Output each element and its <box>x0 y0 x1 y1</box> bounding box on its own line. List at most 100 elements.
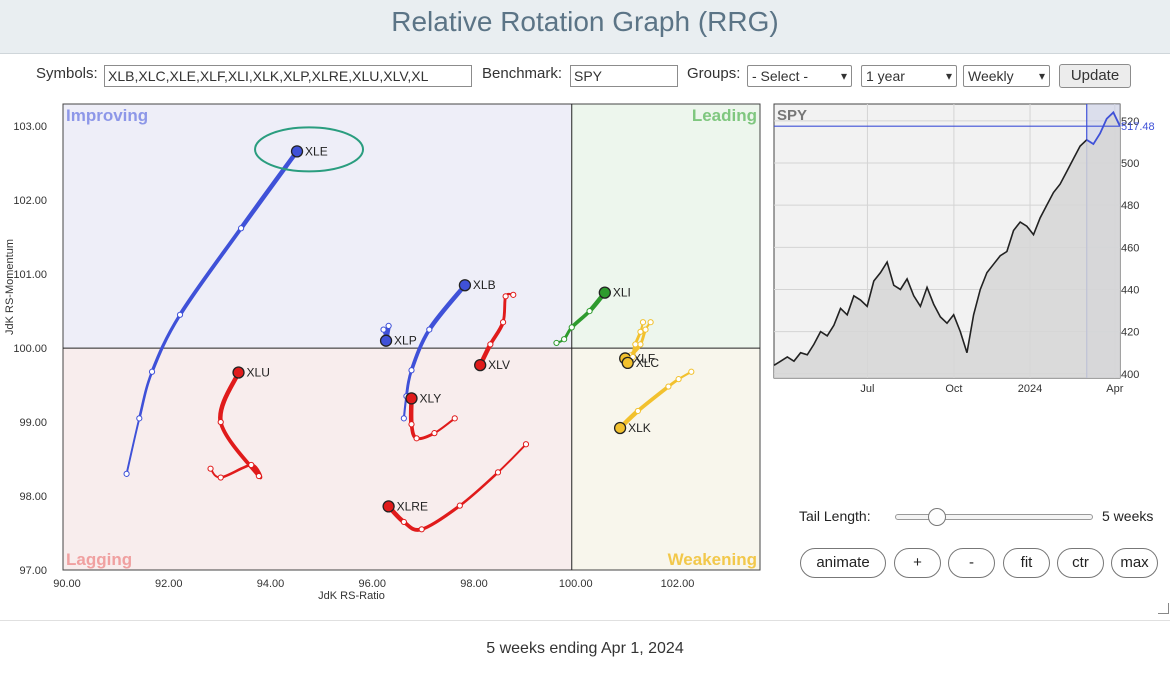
head-point-xlc <box>622 357 633 368</box>
slider-thumb[interactable] <box>928 508 946 526</box>
title-bar: Relative Rotation Graph (RRG) <box>0 0 1170 54</box>
spy-y-tick-label: 500 <box>1121 158 1139 170</box>
y-tick-label: 98.00 <box>19 491 47 503</box>
tail-point <box>569 325 574 330</box>
tail-point <box>503 294 508 299</box>
spy-y-tick-label: 440 <box>1121 284 1139 296</box>
tail-point <box>218 419 223 424</box>
x-tick-label: 94.00 <box>257 578 285 590</box>
period-select[interactable]: 1 year▾ <box>861 65 957 87</box>
tail-length-slider[interactable] <box>895 511 1093 523</box>
tail-point <box>401 519 406 524</box>
head-point-xlre <box>383 501 394 512</box>
spy-y-tick-label: 420 <box>1121 327 1139 339</box>
label-xlb: XLB <box>473 278 496 292</box>
tail-point <box>427 327 432 332</box>
quadrant-leading <box>572 104 760 348</box>
y-tick-label: 103.00 <box>13 121 47 133</box>
quadrant-label-weakening: Weakening <box>668 550 757 569</box>
head-point-xly <box>406 393 417 404</box>
x-tick-label: 92.00 <box>155 578 183 590</box>
tail-point <box>587 309 592 314</box>
tail-point <box>554 340 559 345</box>
update-button[interactable]: Update <box>1059 64 1131 88</box>
x-tick-label: 98.00 <box>460 578 488 590</box>
tail-point <box>452 416 457 421</box>
spy-y-tick-label: 480 <box>1121 200 1139 212</box>
quadrant-label-leading: Leading <box>692 106 757 125</box>
tail-point <box>238 226 243 231</box>
tail-point <box>381 327 386 332</box>
tail-point <box>457 503 462 508</box>
label-xlu: XLU <box>247 366 270 380</box>
rrg-chart[interactable]: Improving Leading Weakening Lagging 90.00 92.… <box>0 92 770 612</box>
tail-point <box>635 408 640 413</box>
fit-button[interactable]: fit <box>1003 548 1050 578</box>
tail-point <box>124 471 129 476</box>
quadrant-improving <box>63 104 572 348</box>
benchmark-label: Benchmark: <box>482 65 562 82</box>
groups-select[interactable]: - Select -▾ <box>747 65 852 87</box>
tail-point <box>666 384 671 389</box>
x-tick-label: 90.00 <box>53 578 81 590</box>
label-xlk: XLK <box>628 421 651 435</box>
label-xlre: XLRE <box>397 499 428 513</box>
head-point-xlp <box>381 335 392 346</box>
spy-y-tick-label: 460 <box>1121 242 1139 254</box>
chevron-down-icon: ▾ <box>841 66 847 86</box>
head-point-xlk <box>615 422 626 433</box>
spy-x-tick-label: Oct <box>945 383 962 395</box>
tail-point <box>137 416 142 421</box>
tail-point <box>638 329 643 334</box>
center-button[interactable]: ctr <box>1057 548 1104 578</box>
tail-point <box>401 416 406 421</box>
spy-x-tick-label: Apr <box>1106 383 1123 395</box>
head-point-xlu <box>233 367 244 378</box>
footer-caption: 5 weeks ending Apr 1, 2024 <box>0 621 1170 677</box>
tail-point <box>488 342 493 347</box>
spy-x-tick-label: 2024 <box>1018 383 1042 395</box>
tail-length-value: 5 weeks <box>1102 508 1153 524</box>
tail-point <box>414 436 419 441</box>
groups-label: Groups: <box>687 65 740 82</box>
tail-point <box>256 473 261 478</box>
label-xlc: XLC <box>636 356 660 370</box>
symbols-label: Symbols: <box>36 65 98 82</box>
x-axis-label: JdK RS-Ratio <box>318 590 385 602</box>
tail-point <box>149 369 154 374</box>
tail-point <box>218 475 223 480</box>
interval-select-value: Weekly <box>968 68 1014 84</box>
y-tick-label: 100.00 <box>13 343 47 355</box>
label-xlv: XLV <box>488 358 510 372</box>
x-tick-label: 100.00 <box>559 578 593 590</box>
spy-title: SPY <box>777 107 807 124</box>
tail-point <box>419 527 424 532</box>
quadrant-label-lagging: Lagging <box>66 550 132 569</box>
y-tick-label: 102.00 <box>13 195 47 207</box>
animate-button[interactable]: animate <box>800 548 886 578</box>
resize-handle-icon[interactable] <box>1158 603 1169 614</box>
benchmark-input[interactable]: SPY <box>570 65 678 87</box>
tail-point <box>511 292 516 297</box>
slider-track <box>895 514 1093 520</box>
tail-point <box>386 323 391 328</box>
interval-select[interactable]: Weekly▾ <box>963 65 1050 87</box>
tail-length-label: Tail Length: <box>799 508 871 524</box>
zoom-in-button[interactable]: + <box>894 548 941 578</box>
quadrant-weakening <box>572 348 760 570</box>
symbols-input[interactable]: XLB,XLC,XLE,XLF,XLI,XLK,XLP,XLRE,XLU,XLV… <box>104 65 472 87</box>
tail-point <box>643 327 648 332</box>
quadrant-label-improving: Improving <box>66 106 148 125</box>
tail-point <box>633 342 638 347</box>
spy-last-value-label: 517.48 <box>1121 121 1155 133</box>
max-button[interactable]: max <box>1111 548 1158 578</box>
tail-point <box>500 320 505 325</box>
tail-point <box>689 369 694 374</box>
y-tick-label: 101.00 <box>13 269 47 281</box>
tail-point <box>648 320 653 325</box>
tail-point <box>249 462 254 467</box>
zoom-out-button[interactable]: - <box>948 548 995 578</box>
tail-point <box>638 342 643 347</box>
tail-point <box>495 470 500 475</box>
